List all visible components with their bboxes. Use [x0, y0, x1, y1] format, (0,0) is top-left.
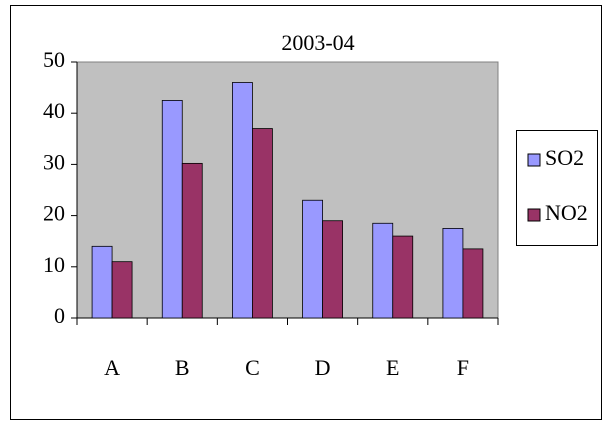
x-tick-label: A — [104, 355, 120, 380]
bar — [91, 245, 113, 319]
legend-label: NO2 — [545, 200, 588, 225]
legend-label: SO2 — [545, 145, 584, 170]
y-tick-label: 50 — [43, 47, 65, 72]
bar — [372, 222, 394, 319]
legend-swatch — [527, 208, 541, 222]
y-tick-label: 40 — [43, 98, 65, 123]
chart-title: 2003-04 — [281, 30, 354, 55]
x-tick-label: E — [386, 355, 399, 380]
x-tick-label: D — [315, 355, 331, 380]
y-tick-label: 0 — [54, 303, 65, 328]
y-tick-label: 20 — [43, 201, 65, 226]
plot-area — [76, 61, 499, 319]
y-tick-label: 30 — [43, 149, 65, 174]
bar — [302, 199, 323, 319]
bar — [161, 100, 183, 319]
bar — [322, 220, 343, 319]
bar — [181, 162, 203, 319]
legend-box — [516, 130, 598, 246]
bar — [392, 235, 414, 319]
legend-swatch — [527, 153, 541, 167]
bar — [232, 82, 253, 319]
x-tick-label: C — [245, 355, 260, 380]
y-tick-label: 10 — [43, 252, 65, 277]
bar — [111, 261, 133, 319]
x-tick-label: B — [175, 355, 190, 380]
bar — [442, 227, 464, 319]
bar — [462, 248, 484, 319]
x-tick-label: F — [457, 355, 469, 380]
bar — [252, 128, 273, 319]
